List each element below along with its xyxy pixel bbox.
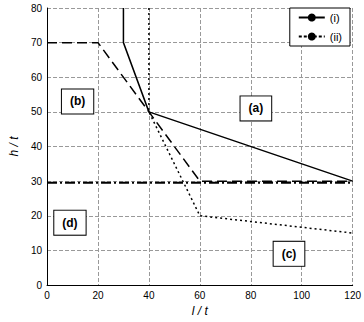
- svg-text:80: 80: [31, 3, 43, 14]
- svg-text:(d): (d): [62, 216, 77, 230]
- svg-text:60: 60: [31, 72, 43, 83]
- svg-text:40: 40: [143, 290, 155, 301]
- svg-text:0: 0: [36, 280, 42, 291]
- svg-text:h / t: h / t: [7, 136, 21, 157]
- svg-text:20: 20: [92, 290, 104, 301]
- svg-text:80: 80: [245, 290, 257, 301]
- svg-text:100: 100: [293, 290, 310, 301]
- svg-text:(ii): (ii): [330, 31, 342, 43]
- svg-text:30: 30: [31, 176, 43, 187]
- svg-text:10: 10: [31, 245, 43, 256]
- svg-text:40: 40: [31, 141, 43, 152]
- svg-text:20: 20: [31, 210, 43, 221]
- svg-text:120: 120: [344, 290, 361, 301]
- svg-text:0: 0: [44, 290, 50, 301]
- svg-text:(c): (c): [282, 247, 297, 261]
- svg-text:l / t: l / t: [192, 304, 209, 318]
- svg-text:70: 70: [31, 37, 43, 48]
- svg-text:50: 50: [31, 106, 43, 117]
- svg-text:(b): (b): [70, 94, 85, 108]
- svg-text:(i): (i): [330, 12, 340, 24]
- svg-text:60: 60: [194, 290, 206, 301]
- svg-text:(a): (a): [249, 101, 264, 115]
